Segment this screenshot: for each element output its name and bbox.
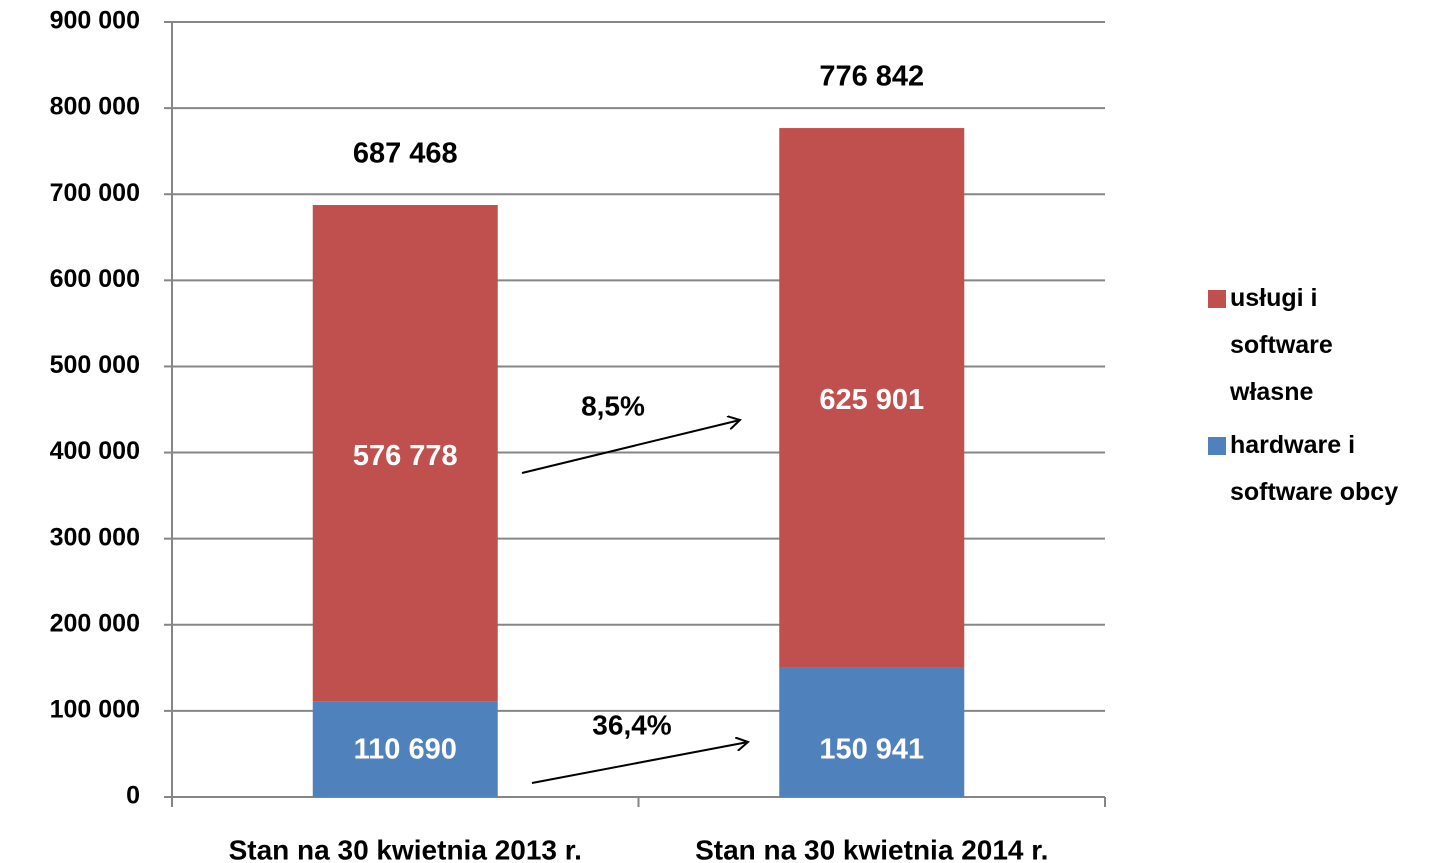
total-label: 776 842 <box>819 61 924 93</box>
data-label: 625 901 <box>819 384 924 416</box>
legend-item: hardware i software obcy <box>1208 422 1456 516</box>
y-tick-label: 500 000 <box>50 351 140 379</box>
data-label: 150 941 <box>819 734 924 766</box>
y-tick-label: 100 000 <box>50 695 140 723</box>
data-label: 110 690 <box>354 734 457 766</box>
y-tick-label: 400 000 <box>50 437 140 465</box>
y-tick-label: 700 000 <box>50 179 140 207</box>
arrow <box>521 420 740 474</box>
legend-item: usługi i software własne <box>1208 275 1456 416</box>
bar-segment <box>779 667 965 797</box>
legend-label: usługi i software własne <box>1230 284 1333 406</box>
legend-swatch <box>1208 290 1226 308</box>
bar-segment <box>312 701 498 797</box>
total-label: 687 468 <box>353 138 458 170</box>
annotation: 36,4% <box>592 709 671 740</box>
bar-segment <box>312 205 498 702</box>
y-tick-label: 200 000 <box>50 609 140 637</box>
x-tick-label: Stan na 30 kwietnia 2013 r. <box>229 834 582 863</box>
arrow <box>531 742 748 784</box>
y-tick-label: 900 000 <box>50 7 140 35</box>
annotation: 8,5% <box>581 390 645 421</box>
bar-segment <box>779 128 965 668</box>
legend-label: hardware i software obcy <box>1230 431 1399 506</box>
y-tick-label: 600 000 <box>50 265 140 293</box>
legend: usługi i software własne hardware i softw… <box>1208 275 1456 522</box>
data-label: 576 778 <box>353 440 458 472</box>
x-tick-label: Stan na 30 kwietnia 2014 r. <box>695 834 1048 863</box>
legend-swatch <box>1208 437 1226 455</box>
y-tick-label: 0 <box>126 782 140 810</box>
y-tick-label: 300 000 <box>50 523 140 551</box>
y-tick-label: 800 000 <box>50 93 140 121</box>
